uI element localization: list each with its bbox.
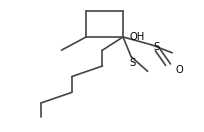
Text: S: S bbox=[153, 42, 159, 52]
Text: O: O bbox=[174, 65, 182, 75]
Text: OH: OH bbox=[129, 32, 144, 42]
Text: S: S bbox=[129, 58, 135, 68]
